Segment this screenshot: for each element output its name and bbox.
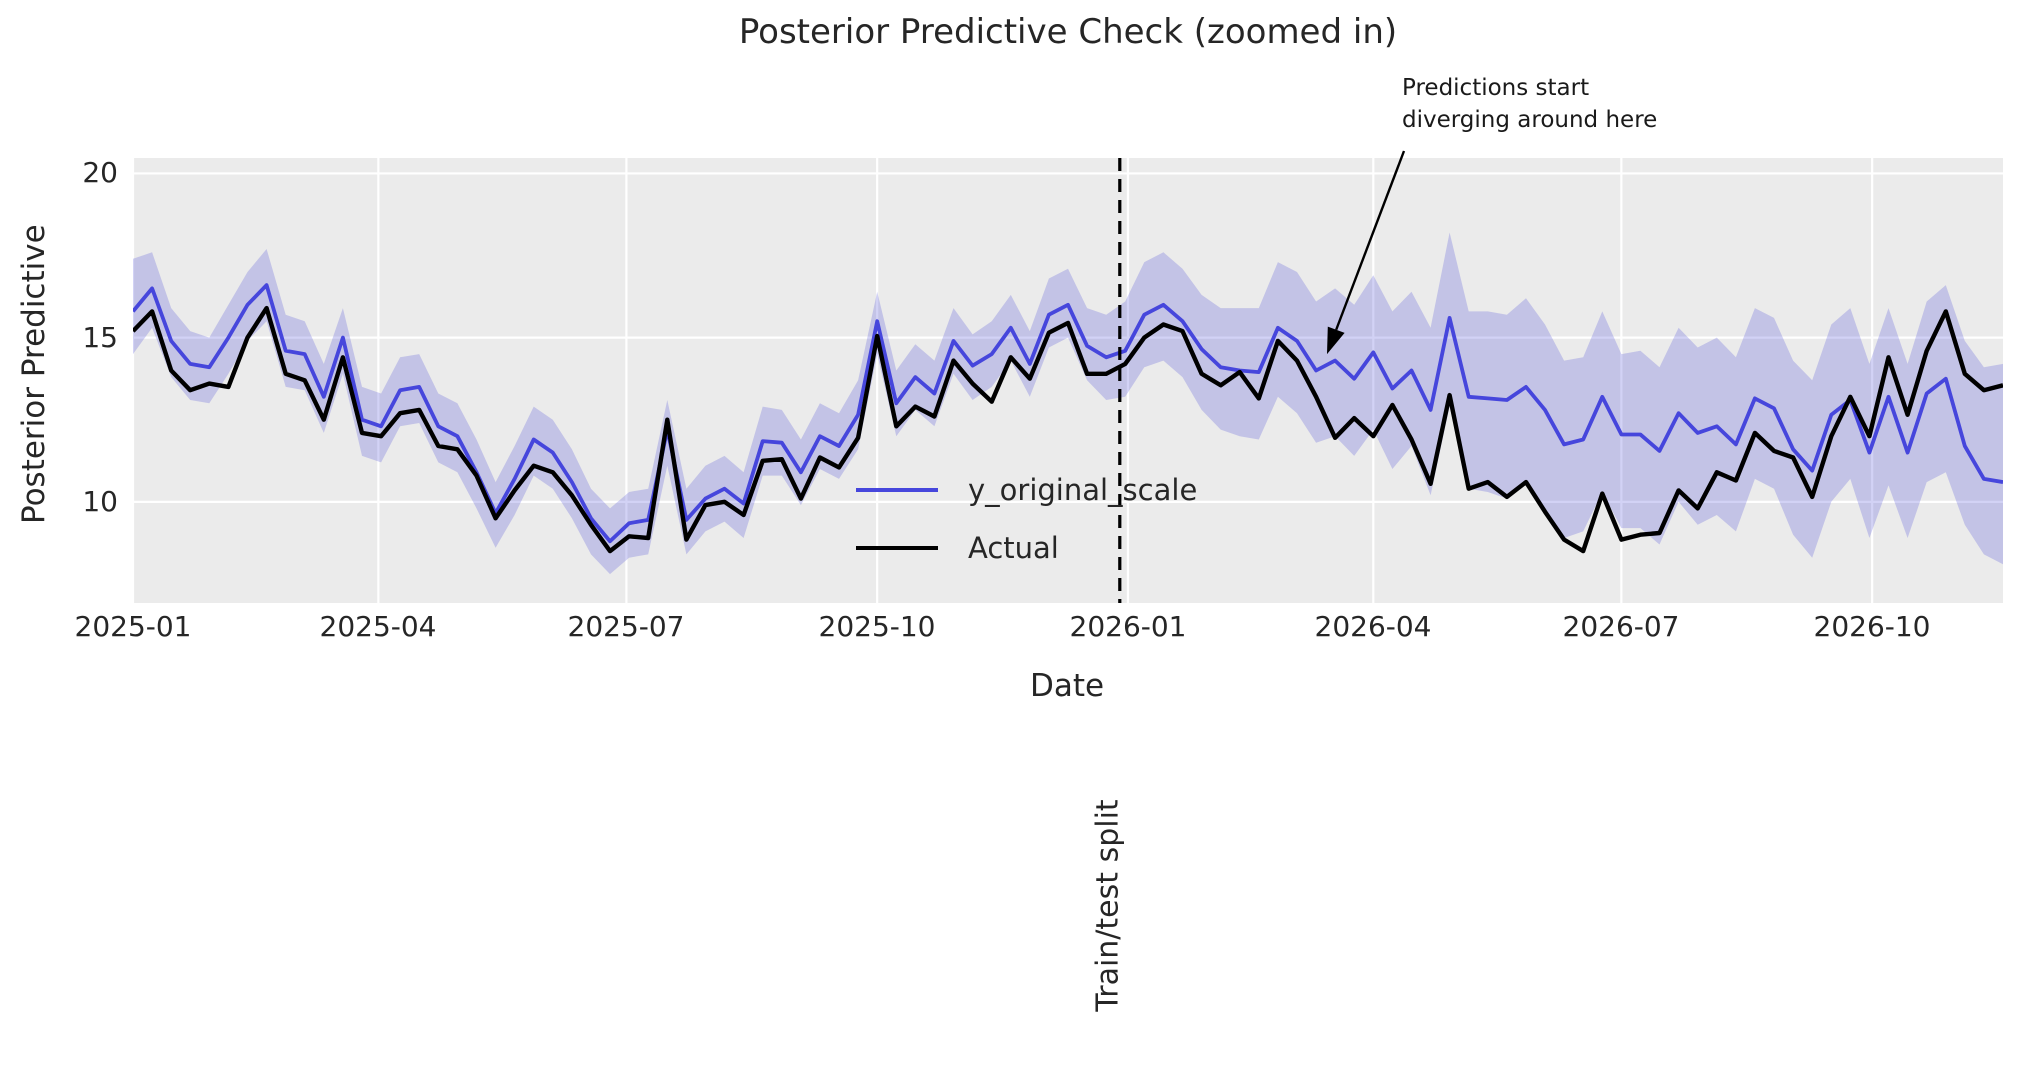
legend-label-actual: Actual	[968, 531, 1059, 565]
actual-line	[133, 305, 2003, 554]
actual-line-swatch	[856, 546, 938, 550]
annotation-line-2: diverging around here	[1402, 107, 1658, 133]
predicted-line	[133, 283, 2003, 544]
annotation-line-1: Predictions start	[1402, 75, 1590, 101]
x-tick-label: 2025-04	[319, 610, 437, 643]
y-tick-label: 20	[82, 156, 118, 189]
y-axis-label: Posterior Predictive	[16, 224, 52, 524]
x-tick-label: 2025-07	[567, 610, 685, 643]
train-test-split-label: Train/test split	[1090, 799, 1126, 1012]
x-tick-label: 2026-04	[1314, 610, 1432, 643]
x-tick-label: 2026-07	[1562, 610, 1680, 643]
legend: y_original_scale Actual	[856, 461, 1197, 577]
x-tick-label: 2026-01	[1069, 610, 1187, 643]
plot-background	[133, 158, 2003, 603]
divergence-annotation: Predictions start diverging around here	[1402, 72, 1657, 136]
legend-entry-actual: Actual	[856, 519, 1197, 577]
y-tick-label: 10	[82, 485, 118, 518]
x-tick-label: 2025-10	[818, 610, 936, 643]
predicted-line-swatch	[856, 488, 938, 492]
x-tick-label: 2025-01	[74, 610, 192, 643]
annotation-arrow-shaft	[1335, 150, 1406, 331]
chart-title: Posterior Predictive Check (zoomed in)	[738, 12, 1398, 52]
x-tick-label: 2026-10	[1813, 610, 1931, 643]
y-tick-label: 15	[82, 321, 118, 354]
uncertainty-band	[133, 232, 2003, 575]
x-axis-label: Date	[1030, 668, 1105, 704]
annotation-arrow-head	[1327, 326, 1345, 355]
legend-entry-predicted: y_original_scale	[856, 461, 1197, 519]
legend-label-predicted: y_original_scale	[968, 473, 1198, 507]
